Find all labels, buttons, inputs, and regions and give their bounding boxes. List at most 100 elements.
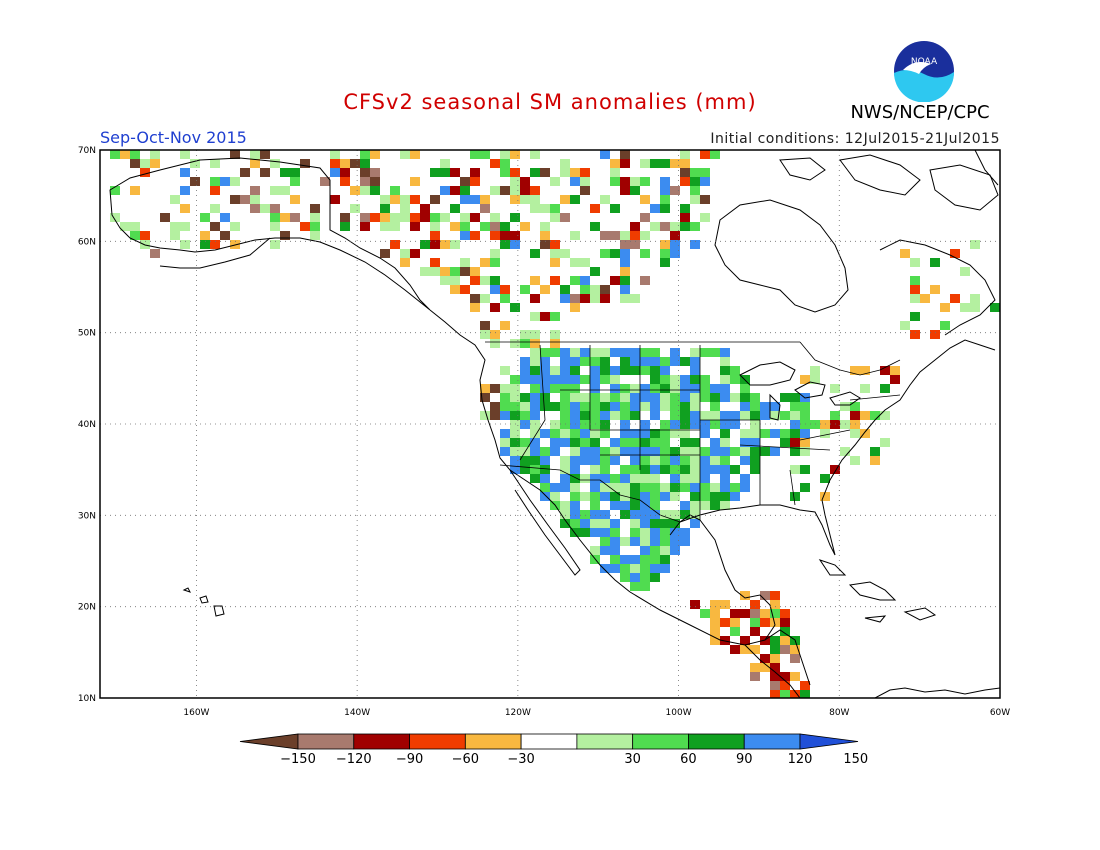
anomaly-cell	[570, 294, 580, 303]
anomaly-cell	[500, 402, 510, 411]
longitude-tick: 160W	[183, 708, 209, 718]
anomaly-cell	[480, 258, 490, 267]
anomaly-cell	[690, 222, 700, 231]
anomaly-cell	[770, 636, 780, 645]
anomaly-cell	[560, 357, 570, 366]
anomaly-cell	[450, 186, 460, 195]
anomaly-cell	[150, 159, 160, 168]
anomaly-cell	[650, 222, 660, 231]
anomaly-cell	[280, 168, 290, 177]
anomaly-cell	[550, 447, 560, 456]
anomaly-cell	[710, 492, 720, 501]
anomaly-cell	[590, 348, 600, 357]
anomaly-cell	[670, 186, 680, 195]
anomaly-cell	[690, 348, 700, 357]
anomaly-cell	[740, 591, 750, 600]
anomaly-cell	[510, 420, 520, 429]
anomaly-cells	[110, 150, 1000, 698]
anomaly-cell	[550, 420, 560, 429]
anomaly-cell	[190, 177, 200, 186]
anomaly-cell	[580, 186, 590, 195]
anomaly-cell	[540, 285, 550, 294]
anomaly-cell	[570, 231, 580, 240]
anomaly-cell	[760, 591, 770, 600]
anomaly-cell	[510, 384, 520, 393]
anomaly-cell	[630, 357, 640, 366]
anomaly-cell	[540, 240, 550, 249]
noaa-logo: NOAA	[894, 41, 955, 102]
anomaly-cell	[150, 249, 160, 258]
anomaly-cell	[680, 483, 690, 492]
anomaly-cell	[640, 483, 650, 492]
anomaly-cell	[870, 456, 880, 465]
anomaly-cell	[810, 366, 820, 375]
anomaly-cell	[640, 492, 650, 501]
anomaly-cell	[790, 645, 800, 654]
anomaly-cell	[680, 213, 690, 222]
anomaly-cell	[600, 474, 610, 483]
anomaly-cell	[600, 231, 610, 240]
anomaly-cell	[510, 411, 520, 420]
anomaly-cell	[550, 258, 560, 267]
anomaly-cell	[510, 186, 520, 195]
anomaly-cell	[820, 492, 830, 501]
anomaly-cell	[180, 204, 190, 213]
anomaly-cell	[610, 519, 620, 528]
anomaly-cell	[130, 159, 140, 168]
anomaly-cell	[590, 357, 600, 366]
anomaly-cell	[640, 519, 650, 528]
anomaly-cell	[630, 537, 640, 546]
anomaly-cell	[170, 195, 180, 204]
anomaly-cell	[570, 366, 580, 375]
anomaly-cell	[680, 447, 690, 456]
anomaly-cell	[540, 384, 550, 393]
anomaly-cell	[690, 447, 700, 456]
anomaly-cell	[710, 501, 720, 510]
anomaly-cell	[430, 213, 440, 222]
anomaly-cell	[640, 357, 650, 366]
anomaly-cell	[880, 384, 890, 393]
anomaly-cell	[600, 357, 610, 366]
anomaly-cell	[620, 159, 630, 168]
anomaly-cell	[880, 438, 890, 447]
anomaly-cell	[530, 294, 540, 303]
anomaly-cell	[290, 168, 300, 177]
anomaly-cell	[460, 222, 470, 231]
anomaly-cell	[830, 420, 840, 429]
anomaly-cell	[640, 159, 650, 168]
anomaly-cell	[510, 231, 520, 240]
anomaly-cell	[600, 366, 610, 375]
anomaly-cell	[570, 276, 580, 285]
anomaly-cell	[560, 375, 570, 384]
anomaly-cell	[500, 150, 510, 159]
anomaly-cell	[690, 465, 700, 474]
anomaly-cell	[590, 384, 600, 393]
anomaly-cell	[660, 195, 670, 204]
anomaly-cell	[670, 537, 680, 546]
anomaly-cell	[650, 447, 660, 456]
anomaly-cell	[790, 438, 800, 447]
anomaly-cell	[700, 195, 710, 204]
anomaly-cell	[840, 447, 850, 456]
anomaly-cell	[770, 690, 780, 698]
anomaly-cell	[800, 438, 810, 447]
anomaly-cell	[670, 375, 680, 384]
anomaly-cell	[700, 213, 710, 222]
anomaly-cell	[530, 195, 540, 204]
anomaly-cell	[560, 402, 570, 411]
anomaly-cell	[660, 375, 670, 384]
anomaly-cell	[610, 411, 620, 420]
anomaly-cell	[470, 294, 480, 303]
anomaly-cell	[180, 186, 190, 195]
anomaly-cell	[690, 411, 700, 420]
anomaly-cell	[520, 177, 530, 186]
anomaly-cell	[770, 609, 780, 618]
anomaly-cell	[380, 213, 390, 222]
anomaly-cell	[690, 168, 700, 177]
anomaly-cell	[640, 573, 650, 582]
anomaly-cell	[780, 627, 790, 636]
anomaly-cell	[650, 348, 660, 357]
anomaly-cell	[160, 213, 170, 222]
anomaly-cell	[530, 348, 540, 357]
anomaly-cell	[370, 177, 380, 186]
